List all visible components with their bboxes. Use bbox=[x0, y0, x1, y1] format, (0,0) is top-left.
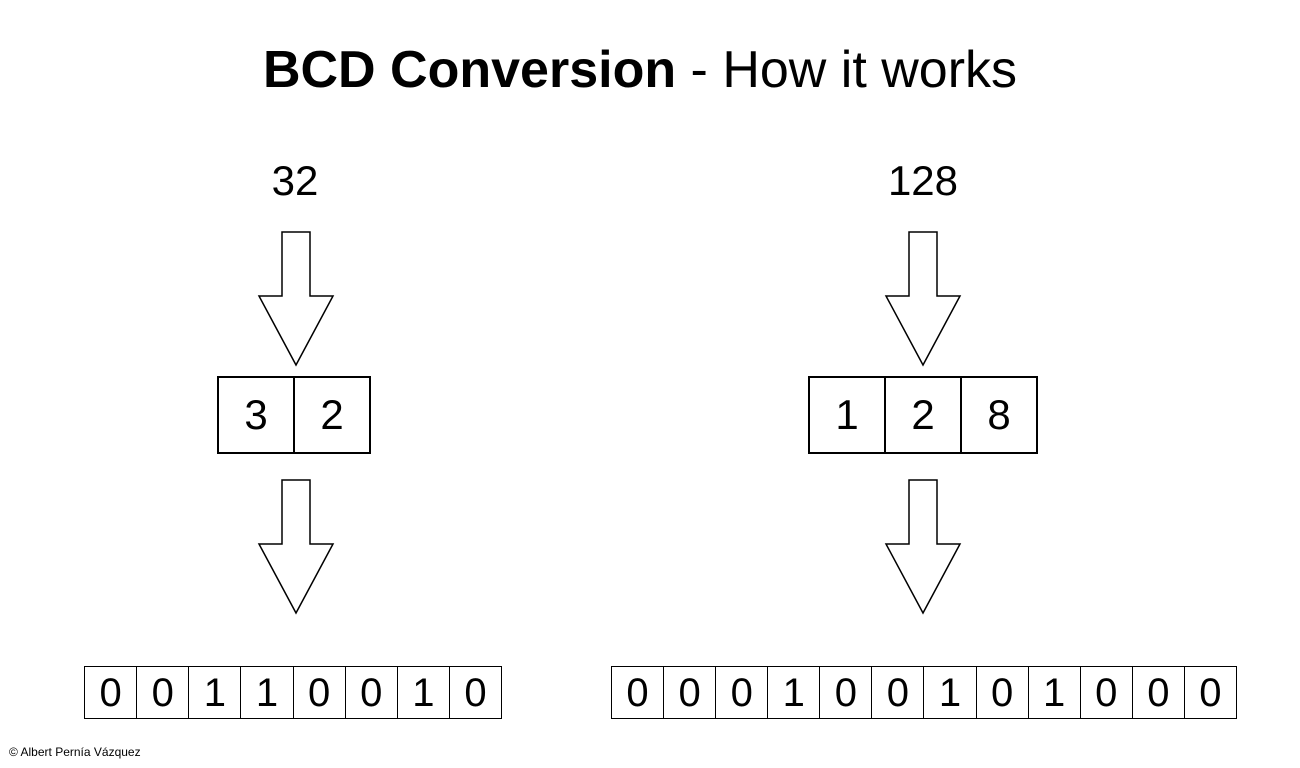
right-bit: 0 bbox=[977, 667, 1029, 718]
right-bit: 0 bbox=[820, 667, 873, 718]
right-bit: 0 bbox=[1199, 670, 1222, 715]
right-bit: 0 bbox=[1081, 667, 1133, 718]
right-digit-box-1: 1 bbox=[808, 376, 886, 454]
left-bit: 0 bbox=[294, 667, 346, 718]
right-digit-3: 8 bbox=[987, 391, 1011, 438]
left-bit: 0 bbox=[85, 667, 138, 718]
left-bit: 1 bbox=[398, 667, 450, 718]
left-bit: 0 bbox=[346, 667, 398, 718]
right-bit: 1 bbox=[1029, 667, 1081, 718]
title-bold: BCD Conversion bbox=[262, 41, 677, 99]
right-number: 128 bbox=[887, 157, 959, 204]
right-bcd-bits: 0 0 0 1 0 0 1 0 1 0 0 0 bbox=[611, 666, 1237, 719]
right-bit: 0 bbox=[664, 667, 717, 718]
left-bcd-bits: 0 0 1 1 0 0 1 0 bbox=[84, 666, 502, 719]
left-bit: 0 bbox=[464, 670, 487, 715]
right-arrow-down-icon-2 bbox=[884, 479, 962, 615]
left-arrow-down-icon-2 bbox=[257, 479, 335, 615]
right-digit-1: 1 bbox=[835, 391, 859, 438]
left-number: 32 bbox=[271, 157, 319, 204]
right-digit-box-2: 2 bbox=[884, 376, 962, 454]
left-bit: 1 bbox=[189, 667, 242, 718]
left-bit: 0 bbox=[137, 667, 190, 718]
page-title: BCD Conversion - How it works bbox=[0, 38, 1280, 102]
left-digit-box-2: 2 bbox=[293, 376, 371, 454]
right-arrow-down-icon bbox=[884, 231, 962, 367]
title-rest: - How it works bbox=[676, 41, 1018, 99]
left-digit-1: 3 bbox=[244, 391, 268, 438]
right-bit: 0 bbox=[716, 667, 769, 718]
copyright-credit: © Albert Pernía Vázquez bbox=[9, 745, 141, 759]
left-digit-2: 2 bbox=[320, 391, 344, 438]
right-digit-box-3: 8 bbox=[960, 376, 1038, 454]
left-arrow-down-icon bbox=[257, 231, 335, 367]
right-bit: 0 bbox=[872, 667, 925, 718]
left-bit: 1 bbox=[241, 667, 294, 718]
right-digit-2: 2 bbox=[911, 391, 935, 438]
right-bit: 1 bbox=[768, 667, 821, 718]
right-bit: 0 bbox=[1133, 667, 1185, 718]
right-bit: 0 bbox=[612, 667, 665, 718]
left-digit-box-1: 3 bbox=[217, 376, 295, 454]
right-bit: 1 bbox=[924, 667, 977, 718]
